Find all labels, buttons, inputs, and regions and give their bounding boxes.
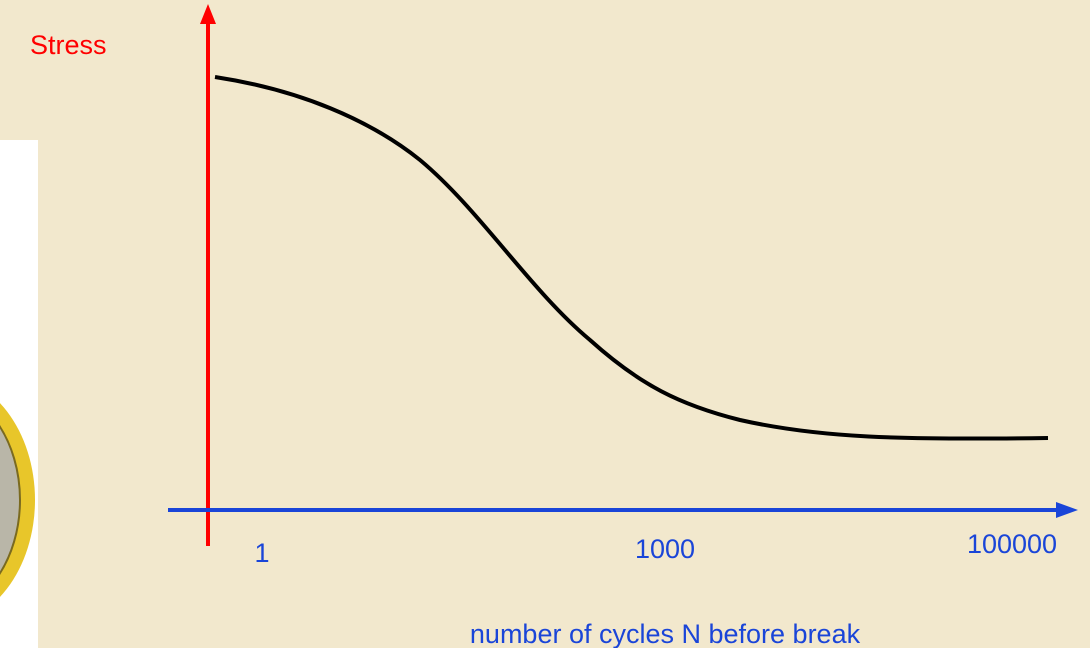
x-axis-arrow bbox=[1056, 502, 1078, 518]
x-axis-label: number of cycles N before break bbox=[470, 619, 861, 648]
coin-image bbox=[0, 403, 35, 597]
y-axis-label: Stress bbox=[30, 30, 107, 60]
x-tick-label: 1000 bbox=[635, 534, 695, 564]
y-axis-arrow bbox=[200, 4, 216, 24]
sn-curve bbox=[214, 75, 1049, 441]
x-tick-label: 100000 bbox=[967, 529, 1057, 559]
x-tick-label: 1 bbox=[254, 538, 269, 568]
coin-edge bbox=[0, 424, 21, 576]
